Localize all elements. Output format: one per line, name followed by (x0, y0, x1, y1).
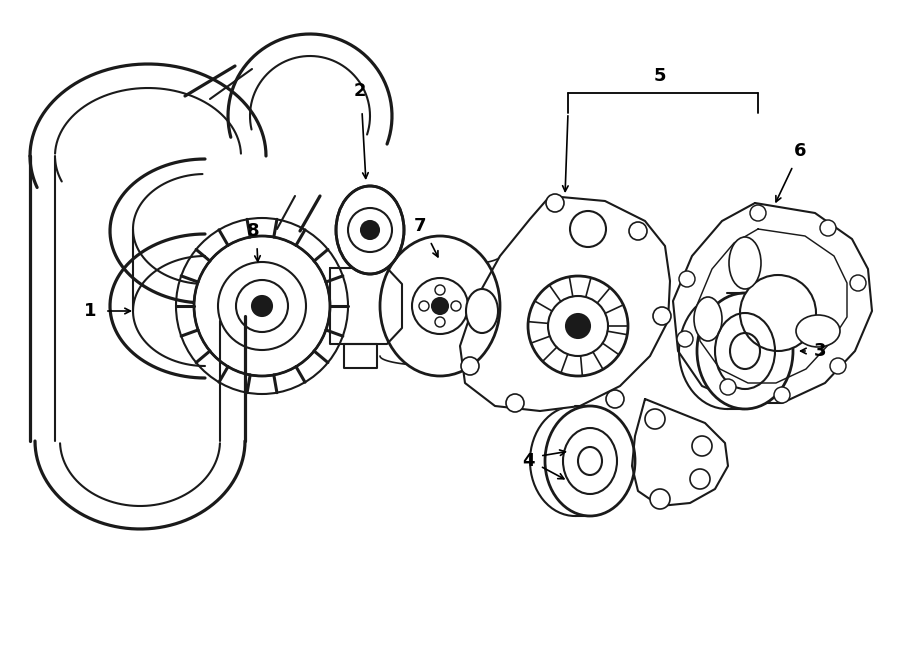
Circle shape (650, 489, 670, 509)
Circle shape (252, 296, 272, 316)
Text: 6: 6 (794, 142, 806, 160)
Text: 1: 1 (84, 302, 96, 320)
Circle shape (506, 394, 524, 412)
Text: 2: 2 (354, 82, 366, 100)
Ellipse shape (530, 406, 620, 516)
Polygon shape (697, 229, 847, 383)
Circle shape (419, 301, 429, 311)
Polygon shape (460, 196, 670, 411)
Circle shape (820, 220, 836, 236)
Text: 8: 8 (247, 222, 259, 240)
Ellipse shape (194, 236, 330, 376)
Ellipse shape (729, 237, 761, 289)
Circle shape (677, 331, 693, 347)
Circle shape (629, 222, 647, 240)
Ellipse shape (679, 293, 775, 409)
Circle shape (528, 276, 628, 376)
Ellipse shape (697, 293, 793, 409)
Circle shape (361, 221, 379, 239)
Polygon shape (673, 203, 872, 403)
Circle shape (435, 317, 445, 327)
Circle shape (645, 409, 665, 429)
Circle shape (720, 379, 736, 395)
Circle shape (740, 275, 816, 351)
Circle shape (435, 285, 445, 295)
Circle shape (774, 387, 790, 403)
Circle shape (606, 390, 624, 408)
Ellipse shape (336, 186, 404, 274)
Circle shape (566, 314, 590, 338)
Polygon shape (330, 268, 402, 344)
Circle shape (653, 307, 671, 325)
Circle shape (692, 436, 712, 456)
Ellipse shape (796, 315, 840, 347)
Circle shape (451, 301, 461, 311)
Circle shape (432, 298, 448, 314)
Circle shape (679, 271, 695, 287)
Text: 5: 5 (653, 67, 666, 85)
Ellipse shape (545, 406, 635, 516)
Circle shape (750, 205, 766, 221)
Circle shape (830, 358, 846, 374)
Polygon shape (344, 344, 377, 368)
Ellipse shape (466, 289, 498, 333)
Ellipse shape (694, 297, 722, 341)
Circle shape (461, 357, 479, 375)
Polygon shape (632, 399, 728, 506)
Text: 3: 3 (814, 342, 826, 360)
Circle shape (690, 469, 710, 489)
Circle shape (546, 194, 564, 212)
Text: 7: 7 (414, 217, 427, 235)
Circle shape (412, 278, 468, 334)
Circle shape (850, 275, 866, 291)
Text: 4: 4 (522, 452, 535, 470)
Ellipse shape (380, 236, 500, 376)
Circle shape (570, 211, 606, 247)
